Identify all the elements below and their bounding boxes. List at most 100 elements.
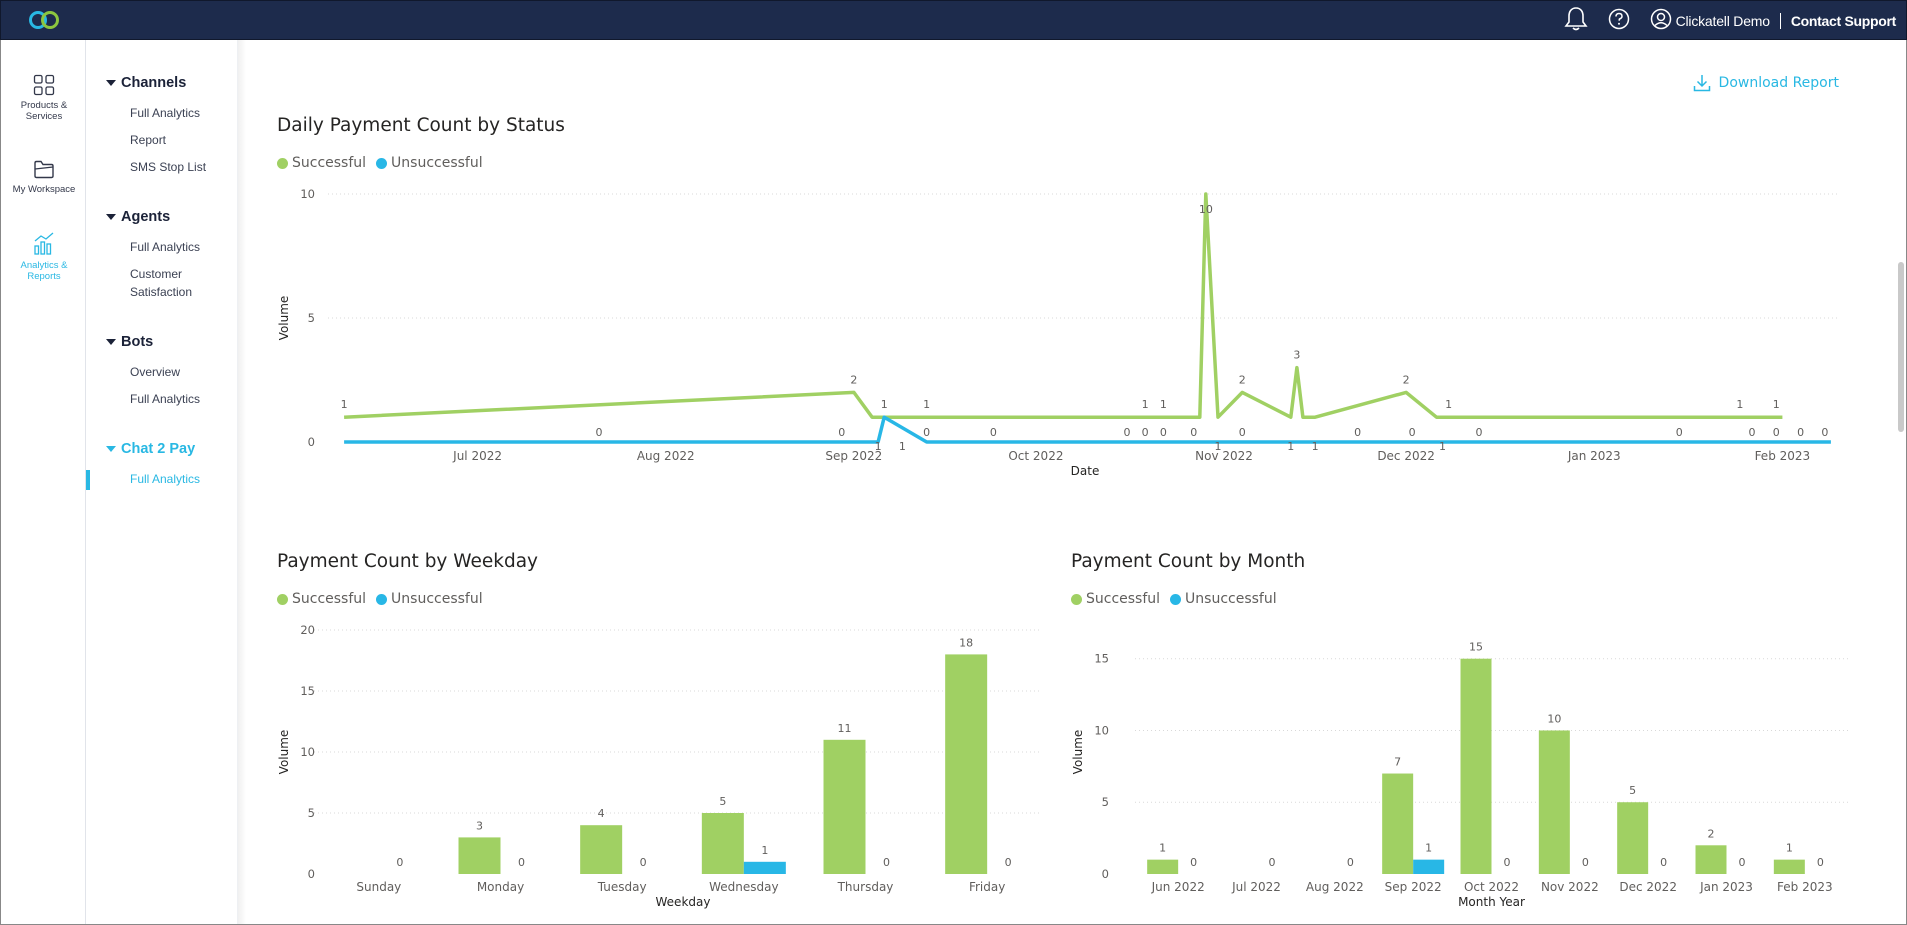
successful-bar [458,837,501,874]
legend-dot-unsuccessful [1170,593,1182,605]
nav-link-chat2pay-full-analytics[interactable]: Full Analytics [130,472,201,486]
data-label: 2 [850,373,857,386]
rail-item-products-services[interactable]: Products & Services [1,74,87,122]
nav-link-channels-full-analytics[interactable]: Full Analytics [130,106,201,120]
legend-successful[interactable]: Successful [277,591,366,607]
unsuccessful-series-line [344,415,1831,444]
caret-down-icon [106,214,116,220]
data-label: 1 [1312,440,1319,453]
successful-bar [701,813,744,874]
data-label: 0 [518,856,525,869]
topbar-divider [1779,13,1781,29]
legend-dot-successful [277,157,288,169]
data-label: 0 [1347,856,1354,869]
data-label: 0 [1409,426,1416,439]
legend-label: Unsuccessful [391,155,483,171]
user-name[interactable]: Clickatell Demo [1675,13,1770,29]
data-label: 2 [1403,373,1410,386]
nav-link-sms-stop-list[interactable]: SMS Stop List [130,160,207,174]
legend-dot-unsuccessful [376,157,388,169]
rail-item-my-workspace[interactable]: My Workspace [1,158,87,195]
nav-section-agents[interactable]: Agents [106,209,170,225]
user-avatar-icon[interactable] [1650,8,1672,34]
data-label: 0 [1817,856,1824,869]
successful-bar [945,654,988,874]
data-label: 0 [923,426,930,439]
caret-down-icon [106,339,116,345]
data-label: 0 [990,426,997,439]
x-tick-label: Dec 2022 [1619,880,1677,894]
data-label: 18 [959,636,973,649]
data-label: 0 [1354,426,1361,439]
nav-section-channels[interactable]: Channels [106,75,186,91]
data-label: 0 [883,856,890,869]
data-label: 10 [1547,712,1561,725]
data-label: 0 [595,426,602,439]
data-label: 0 [1005,856,1012,869]
legend-successful[interactable]: Successful [1071,591,1160,607]
data-label: 1 [1773,398,1780,411]
nav-section-chat-2-pay[interactable]: Chat 2 Pay [106,441,195,457]
y-tick-label: 10 [1094,723,1109,737]
download-icon [1693,75,1710,92]
help-icon[interactable] [1608,8,1630,34]
data-label: 4 [598,807,605,820]
legend-unsuccessful[interactable]: Unsuccessful [1170,591,1277,607]
download-report-button[interactable]: Download Report [1693,74,1839,92]
data-label: 3 [476,819,483,832]
legend-label: Successful [292,155,367,171]
x-axis-title: Month Year [1458,895,1525,909]
nav-link-satisfaction[interactable]: Satisfaction [130,285,193,299]
weekday-bar-chart[interactable]: 0 5 10 15 20 0 Sunday 3 0 Monday 4 0 Tuesday 5 1 Wednes… [270,615,1040,925]
legend-unsuccessful[interactable]: Unsuccessful [376,155,483,171]
data-label: 15 [1469,641,1483,654]
legend-successful[interactable]: Successful [277,155,366,171]
clickatell-logo-icon[interactable] [27,9,61,31]
data-label: 1 [875,440,882,453]
successful-bar [1538,730,1570,874]
bell-icon[interactable] [1563,6,1588,36]
x-tick-label: Jan 2023 [1699,880,1753,894]
x-tick-label: Friday [969,880,1005,894]
nav-link-bots-full-analytics[interactable]: Full Analytics [130,392,201,406]
y-tick-label: 5 [308,311,315,325]
nav-shadow [238,40,246,925]
nav-link-agents-full-analytics[interactable]: Full Analytics [130,240,201,254]
grid-icon [33,74,55,96]
data-label: 0 [1239,426,1246,439]
x-tick-label: Sep 2022 [1385,880,1442,894]
successful-bar [1382,773,1414,874]
nav-link-customer[interactable]: Customer [130,267,183,281]
rail-label: My Workspace [12,184,76,195]
icon-rail: Products & Services My Workspace Analyti… [0,40,86,925]
x-tick-label: Jun 2022 [1151,880,1205,894]
nav-section-label: Chat 2 Pay [121,441,196,457]
data-label: 10 [1199,203,1213,216]
successful-bar [580,825,623,874]
nav-link-report[interactable]: Report [130,133,167,147]
x-tick-label: Monday [477,880,524,894]
nav-section-bots[interactable]: Bots [106,334,153,350]
caret-down-icon [106,80,116,86]
x-tick-label: Sep 2022 [825,449,882,463]
y-tick-label: 0 [308,867,315,881]
legend-label: Unsuccessful [391,591,483,607]
vertical-scrollbar[interactable] [1898,262,1904,432]
data-label: 0 [1821,426,1828,439]
rail-item-analytics-reports[interactable]: Analytics & Reports [1,232,87,282]
data-label: 0 [1190,856,1197,869]
contact-support-link[interactable]: Contact Support [1790,13,1896,29]
data-label: 0 [838,426,845,439]
legend-unsuccessful[interactable]: Unsuccessful [376,591,483,607]
legend-dot-successful [1071,593,1082,605]
x-tick-label: Oct 2022 [1464,880,1519,894]
nav-link-overview[interactable]: Overview [130,365,181,379]
x-tick-label: Nov 2022 [1541,880,1599,894]
legend-label: Unsuccessful [1185,591,1277,607]
data-label: 1 [1445,398,1452,411]
data-label: 1 [923,398,930,411]
unsuccessful-bar [1413,859,1445,874]
caret-down-icon [106,446,116,452]
